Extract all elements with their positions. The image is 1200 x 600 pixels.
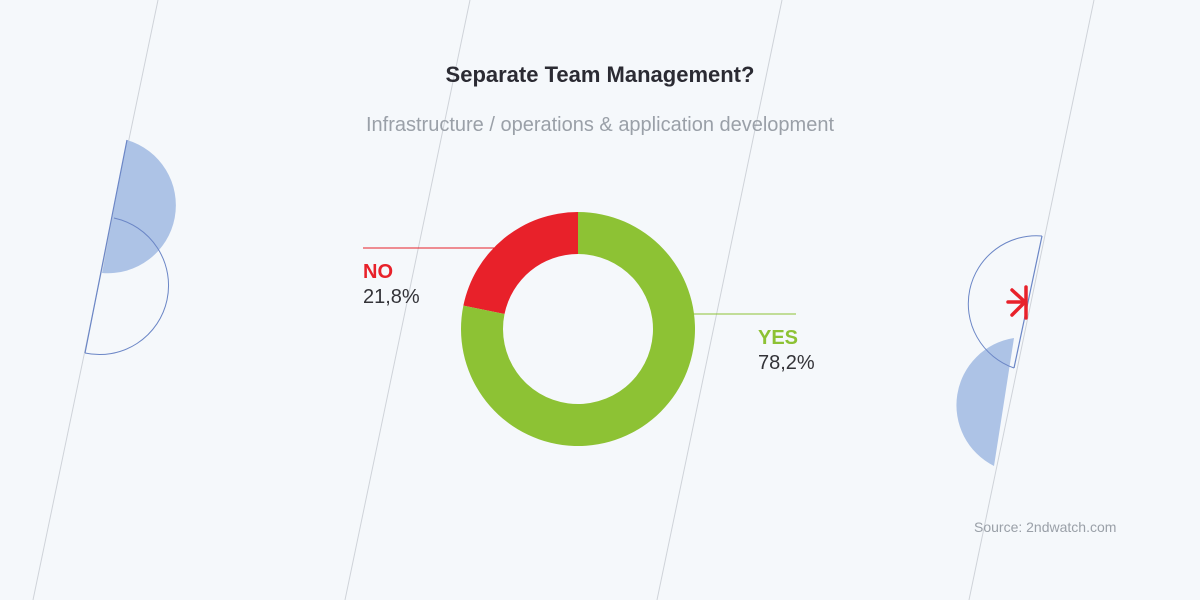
chart-title: Separate Team Management? <box>445 62 755 87</box>
no-slice-value: 21,8% <box>363 286 420 308</box>
chart-subtitle: Infrastructure / operations & applicatio… <box>365 114 835 136</box>
source-note: Source: 2ndwatch.com <box>974 519 1117 535</box>
right-decoration <box>956 235 1043 466</box>
asterisk-mark <box>1006 285 1028 320</box>
yes-label: YES 78,2% <box>758 327 815 375</box>
donut-slice-yes <box>461 212 696 446</box>
left-decoration <box>84 139 176 356</box>
yes-slice-label: YES <box>758 327 799 349</box>
yes-slice-value: 78,2% <box>758 352 815 374</box>
no-label: NO 21,8% <box>363 261 420 309</box>
no-slice-label: NO <box>363 261 393 283</box>
donut-slice-no <box>463 212 578 315</box>
